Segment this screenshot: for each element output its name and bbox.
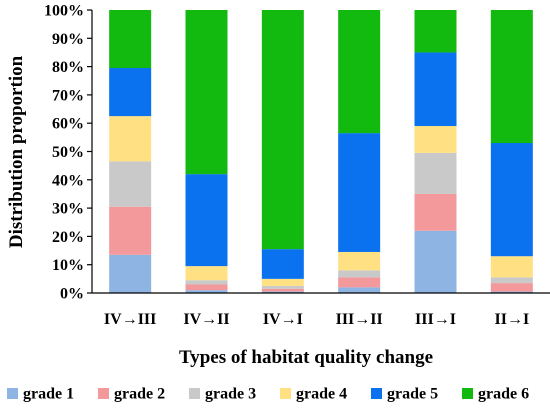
bar-segment-grade-2-1 <box>109 206 152 255</box>
bar-segment-grade-4-5 <box>414 126 457 153</box>
y-tick-label: 10% <box>52 257 84 274</box>
x-axis-title: Types of habitat quality change <box>179 347 433 368</box>
bar-segment-grade-1-3 <box>261 291 304 293</box>
x-tick-label: IV→II <box>183 311 229 328</box>
legend-swatch-grade-6 <box>462 388 473 399</box>
bars-layer <box>109 10 533 293</box>
legend-swatch-grade-4 <box>280 388 291 399</box>
y-tick-label: 20% <box>52 229 84 246</box>
bar-segment-grade-2-2 <box>185 284 228 291</box>
bar-segment-grade-3-2 <box>185 280 228 285</box>
bar-segment-grade-2-6 <box>490 283 533 292</box>
bar-segment-grade-3-1 <box>109 161 152 207</box>
bar-segment-grade-3-4 <box>338 270 381 278</box>
bar-segment-grade-3-5 <box>414 152 457 194</box>
y-tick-label: 100% <box>44 3 84 20</box>
x-tick-label: IV→I <box>263 311 303 328</box>
x-tick-label: II→I <box>494 311 529 328</box>
legend-label-grade-2: grade 2 <box>114 386 165 403</box>
bar-segment-grade-1-5 <box>414 230 457 293</box>
x-tick-labels: IV→III IV→II IV→I III→II III→I II→I <box>104 311 529 328</box>
bar-segment-grade-4-3 <box>261 278 304 286</box>
bar-segment-grade-3-6 <box>490 277 533 284</box>
bar-segment-grade-2-5 <box>414 193 457 231</box>
bar-segment-grade-3-3 <box>261 285 304 289</box>
bar-segment-grade-5-1 <box>109 68 152 117</box>
y-tick-label: 0% <box>60 286 84 303</box>
bar-segment-grade-4-6 <box>490 256 533 278</box>
y-tick-label: 30% <box>52 201 84 218</box>
bar-segment-grade-5-6 <box>490 143 533 257</box>
legend-label-grade-1: grade 1 <box>23 386 74 403</box>
bar-segment-grade-1-2 <box>185 290 228 293</box>
bar-segment-grade-6-5 <box>414 10 457 53</box>
bar-segment-grade-5-2 <box>185 174 228 267</box>
bar-segment-grade-6-3 <box>261 10 304 250</box>
bar-segment-grade-1-6 <box>490 291 533 293</box>
bar-segment-grade-1-4 <box>338 287 381 293</box>
bar-segment-grade-6-1 <box>109 10 152 69</box>
x-tick-label: IV→III <box>104 311 156 328</box>
bar-segment-grade-1-1 <box>109 254 152 293</box>
bar-segment-grade-4-1 <box>109 116 152 162</box>
legend-swatch-grade-2 <box>98 388 109 399</box>
y-tick-label: 80% <box>52 59 84 76</box>
y-tick-label: 70% <box>52 87 84 104</box>
legend-swatch-grade-1 <box>7 388 18 399</box>
bar-segment-grade-4-2 <box>185 266 228 281</box>
y-tick-label: 50% <box>52 144 84 161</box>
bar-segment-grade-5-3 <box>261 249 304 279</box>
legend-swatch-grade-3 <box>189 388 200 399</box>
bar-segment-grade-4-4 <box>338 251 381 271</box>
legend-label-grade-6: grade 6 <box>478 386 529 403</box>
y-axis-title: Distribution proportion <box>6 55 27 248</box>
bar-segment-grade-2-3 <box>261 288 304 292</box>
y-tick-label: 90% <box>52 31 84 48</box>
legend-label-grade-5: grade 5 <box>387 386 438 403</box>
bar-segment-grade-6-2 <box>185 10 228 175</box>
legend-label-grade-4: grade 4 <box>296 386 347 403</box>
y-tick-label: 40% <box>52 172 84 189</box>
legend-label-grade-3: grade 3 <box>205 386 256 403</box>
legend: grade 1 grade 2 grade 3 grade 4 grade 5 grade… <box>7 386 529 403</box>
bar-segment-grade-2-4 <box>338 277 381 288</box>
bar-segment-grade-6-6 <box>490 10 533 144</box>
x-tick-label: III→I <box>415 311 456 328</box>
axes-layer <box>87 9 550 294</box>
bar-segment-grade-5-4 <box>338 133 381 252</box>
bar-segment-grade-6-4 <box>338 10 381 134</box>
x-tick-label: III→II <box>336 311 383 328</box>
y-tick-label: 60% <box>52 116 84 133</box>
y-tick-labels: 0% 10% 20% 30% 40% 50% 60% 70% 80% 90% 100% <box>44 3 84 303</box>
bar-segment-grade-5-5 <box>414 52 457 127</box>
legend-swatch-grade-5 <box>371 388 382 399</box>
